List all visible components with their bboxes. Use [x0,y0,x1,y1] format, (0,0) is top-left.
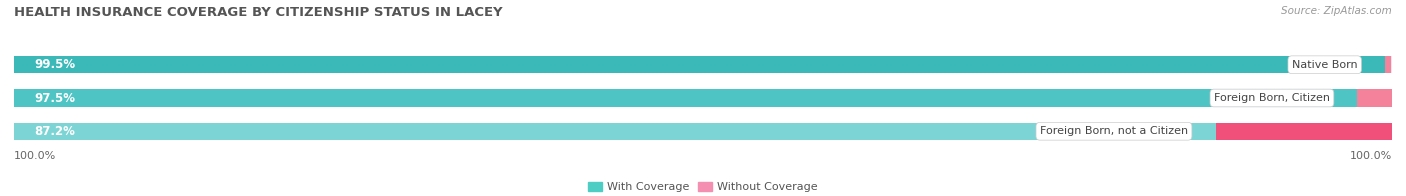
Text: 100.0%: 100.0% [1350,151,1392,161]
Bar [1216,123,1392,140]
Bar [14,89,1358,107]
Legend: With Coverage, Without Coverage: With Coverage, Without Coverage [583,177,823,196]
Text: Foreign Born, Citizen: Foreign Born, Citizen [1213,93,1330,103]
Text: 100.0%: 100.0% [14,151,56,161]
Text: HEALTH INSURANCE COVERAGE BY CITIZENSHIP STATUS IN LACEY: HEALTH INSURANCE COVERAGE BY CITIZENSHIP… [14,6,503,19]
Text: 99.5%: 99.5% [35,58,76,71]
Text: Native Born: Native Born [1292,60,1358,70]
Text: Foreign Born, not a Citizen: Foreign Born, not a Citizen [1040,126,1188,136]
Bar [1358,89,1392,107]
Text: 97.5%: 97.5% [35,92,76,104]
Bar [14,56,1385,73]
Bar [14,89,1392,107]
Bar [14,56,1392,73]
Text: 87.2%: 87.2% [35,125,76,138]
Bar [14,123,1392,140]
Text: Source: ZipAtlas.com: Source: ZipAtlas.com [1281,6,1392,16]
Bar [14,123,1216,140]
Bar [1385,56,1392,73]
